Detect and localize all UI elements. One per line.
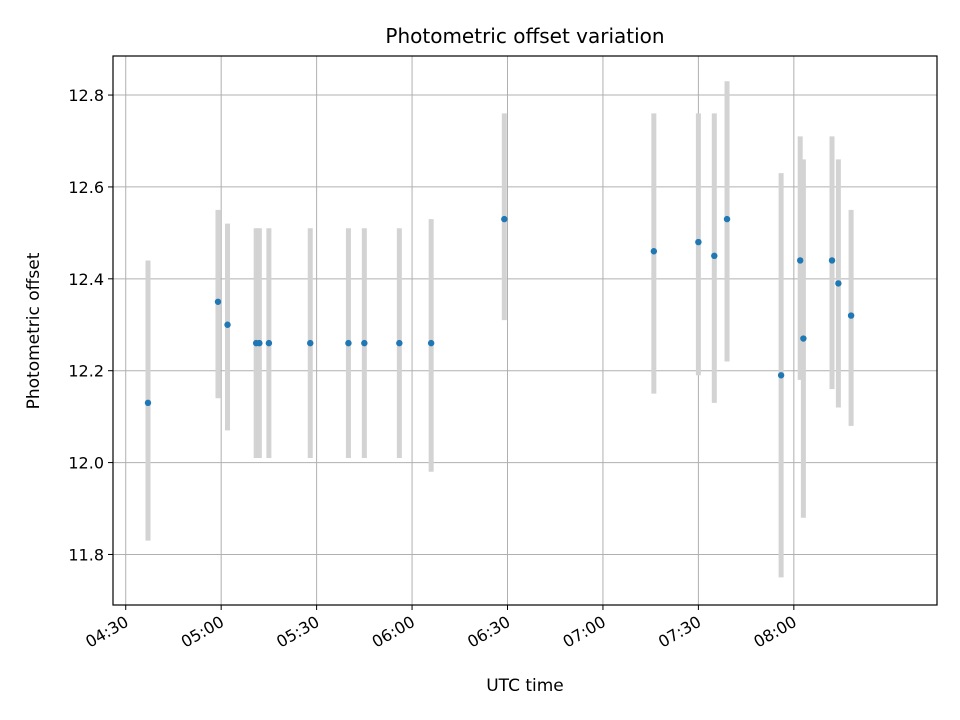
x-tick-label: 07:00 (560, 612, 609, 652)
x-tick-label: 05:30 (273, 612, 322, 652)
y-axis-ticks: 11.8 12.0 12.2 12.4 12.6 12.8 (68, 86, 113, 564)
data-point (501, 215, 508, 223)
y-tick-label: 12.2 (68, 362, 104, 381)
data-point (711, 252, 718, 260)
x-tick-label: 06:30 (464, 612, 513, 652)
plot-frame (112, 55, 938, 606)
data-point (396, 339, 403, 347)
data-point (695, 238, 702, 246)
grid (113, 56, 937, 605)
data-point (796, 257, 804, 264)
data-point (307, 339, 314, 347)
data-point (777, 372, 785, 379)
data-point (800, 335, 807, 342)
error-bars (145, 81, 854, 578)
y-tick-label: 12.0 (68, 454, 104, 473)
x-tick-label: 07:30 (655, 612, 704, 652)
y-tick-label: 12.6 (68, 178, 104, 197)
data-point (650, 248, 658, 255)
data-point (144, 399, 152, 407)
data-point (723, 215, 731, 223)
data-point (427, 339, 435, 347)
x-tick-label: 05:00 (178, 612, 227, 652)
x-tick-label: 08:00 (750, 612, 799, 652)
y-axis-label: Photometric offset (24, 252, 44, 409)
data-points (144, 215, 855, 407)
data-point (828, 257, 836, 264)
data-point (265, 339, 273, 347)
data-point (256, 339, 263, 347)
data-point (214, 298, 222, 305)
y-tick-label: 12.8 (68, 86, 104, 105)
data-point (224, 321, 231, 328)
data-point (835, 280, 842, 287)
x-axis-label: UTC time (486, 676, 564, 696)
x-tick-label: 04:30 (82, 612, 131, 652)
y-tick-label: 12.4 (68, 270, 104, 289)
data-point (361, 339, 368, 347)
y-tick-label: 11.8 (68, 545, 104, 564)
data-point (345, 339, 352, 347)
x-tick-label: 06:00 (369, 612, 418, 652)
x-axis-ticks: 04:30 05:00 05:30 06:00 06:30 07:00 07:30 08:00 (82, 605, 800, 652)
chart-title: Photometric offset variation (385, 24, 664, 48)
data-point (847, 312, 855, 319)
